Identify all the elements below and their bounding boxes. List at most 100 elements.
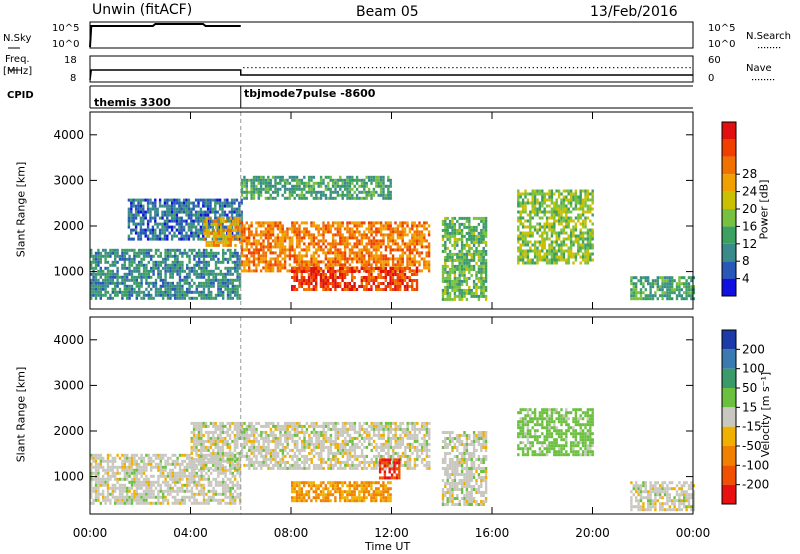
heatmap-cell	[126, 471, 129, 475]
heatmap-cell	[230, 213, 234, 217]
heatmap-cell	[130, 213, 133, 217]
heatmap-cell	[577, 216, 580, 220]
heatmap-cell	[365, 276, 368, 279]
heatmap-cell	[425, 221, 428, 225]
heatmap-cell	[186, 480, 189, 484]
heatmap-cell	[550, 216, 554, 220]
heatmap-cell	[310, 178, 313, 182]
heatmap-cell	[161, 237, 164, 241]
heatmap-cell	[391, 270, 395, 273]
heatmap-cell	[367, 260, 371, 264]
heatmap-cell	[550, 261, 554, 265]
heatmap-cell	[639, 294, 643, 298]
heatmap-cell	[150, 257, 153, 261]
heatmap-cell	[519, 204, 522, 208]
heatmap-cell	[346, 193, 349, 197]
heatmap-cell	[391, 236, 395, 240]
heatmap-cell	[157, 477, 160, 481]
heatmap-cell	[186, 272, 189, 276]
heatmap-cell	[545, 255, 549, 259]
heatmap-cell	[276, 221, 280, 225]
heatmap-cell	[174, 483, 177, 487]
heatmap-cell	[138, 281, 141, 285]
heatmap-cell	[215, 225, 218, 229]
heatmap-cell	[183, 459, 186, 463]
heatmap-cell	[541, 195, 544, 199]
heatmap-cell	[401, 282, 404, 285]
heatmap-cell	[391, 282, 395, 285]
heatmap-cell	[174, 498, 177, 502]
heatmap-cell	[186, 254, 189, 258]
heatmap-cell	[205, 498, 208, 502]
heatmap-cell	[415, 242, 419, 246]
heatmap-cell	[348, 233, 352, 237]
heatmap-cell	[327, 257, 330, 261]
heatmap-cell	[307, 263, 311, 267]
heatmap-cell	[178, 468, 182, 472]
heatmap-cell	[538, 249, 542, 253]
heatmap-cell	[151, 234, 155, 238]
heatmap-cell	[322, 193, 325, 197]
heatmap-cell	[555, 201, 558, 205]
heatmap-cell	[180, 207, 183, 211]
heatmap-cell	[295, 242, 299, 246]
heatmap-cell	[553, 258, 556, 262]
heatmap-cell	[123, 486, 126, 490]
heatmap-cell	[236, 257, 239, 261]
heatmap-cell	[222, 281, 225, 285]
heatmap-cell	[630, 294, 633, 298]
heatmap-cell	[123, 260, 126, 264]
heatmap-cell	[198, 477, 201, 481]
heatmap-cell	[229, 254, 232, 258]
heatmap-cell	[550, 189, 554, 193]
heatmap-cell	[176, 272, 179, 276]
heatmap-cell	[572, 228, 575, 232]
heatmap-cell	[219, 480, 222, 484]
heatmap-cell	[295, 227, 299, 231]
heatmap-cell	[210, 231, 213, 235]
heatmap-cell	[164, 468, 167, 472]
heatmap-cell	[216, 210, 219, 214]
heatmap-cell	[157, 275, 160, 279]
heatmap-cell	[401, 260, 404, 264]
heatmap-cell	[205, 296, 208, 300]
heatmap-cell	[579, 255, 582, 259]
heatmap-cell	[170, 216, 174, 220]
heatmap-cell	[262, 224, 265, 228]
heatmap-cell	[166, 216, 169, 220]
heatmap-cell	[190, 269, 194, 273]
heatmap-cell	[106, 272, 110, 276]
heatmap-cell	[305, 227, 308, 231]
heatmap-cell	[104, 272, 107, 276]
nave-point	[287, 67, 289, 69]
heatmap-cell	[138, 480, 141, 484]
heatmap-cell	[336, 193, 340, 197]
heatmap-cell	[441, 291, 445, 295]
heatmap-cell	[329, 257, 332, 261]
heatmap-cell	[221, 201, 224, 205]
heatmap-cell	[319, 245, 323, 249]
heatmap-cell	[227, 228, 230, 232]
heatmap-cell	[451, 258, 454, 262]
heatmap-cell	[231, 254, 234, 258]
heatmap-cell	[538, 189, 542, 193]
heatmap-cell	[140, 456, 143, 460]
heatmap-cell	[480, 264, 483, 268]
nave-point	[456, 67, 458, 69]
nave-point	[645, 67, 647, 69]
heatmap-cell	[204, 198, 207, 202]
heatmap-cell	[158, 231, 162, 235]
heatmap-cell	[370, 245, 373, 249]
heatmap-cell	[444, 258, 447, 262]
heatmap-cell	[541, 237, 544, 241]
heatmap-cell	[171, 287, 174, 291]
heatmap-cell	[666, 279, 669, 283]
heatmap-cell	[130, 198, 133, 202]
heatmap-cell	[214, 468, 218, 472]
heatmap-cell	[477, 222, 481, 226]
heatmap-cell	[317, 254, 320, 258]
heatmap-cell	[154, 465, 158, 469]
heatmap-cell	[245, 181, 248, 185]
heatmap-cell	[351, 288, 354, 291]
heatmap-cell	[178, 260, 182, 264]
